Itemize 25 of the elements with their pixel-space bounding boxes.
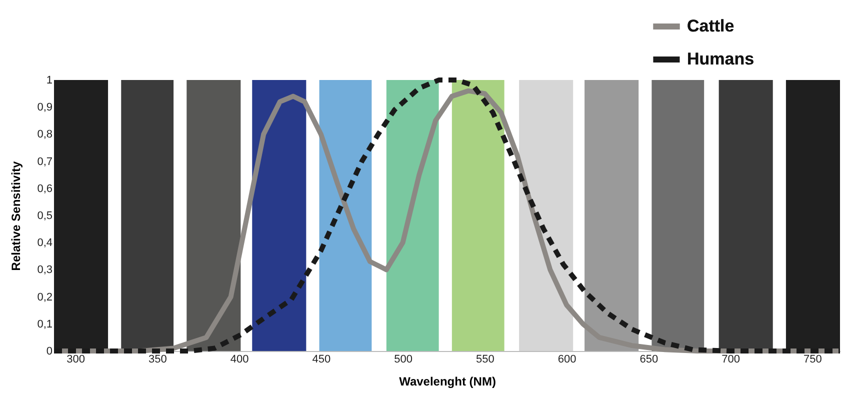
- legend-label: Humans: [687, 50, 754, 68]
- x-tick-label: 750: [803, 354, 822, 366]
- x-tick-label: 600: [558, 354, 576, 366]
- x-tick-label: 550: [476, 354, 494, 366]
- y-tick-label: 1: [46, 74, 52, 86]
- y-tick-label: 0,2: [37, 291, 52, 304]
- y-axis-title: Relative Sensitivity: [9, 160, 24, 271]
- y-tick-label: 0,5: [37, 210, 52, 222]
- y-tick-label: 0,3: [37, 264, 52, 276]
- x-tick-label: 700: [722, 354, 740, 366]
- y-tick-label: 0,1: [37, 318, 52, 330]
- x-tick-label: 650: [640, 354, 658, 366]
- x-axis-title: Wavelenght (NM): [399, 374, 496, 388]
- x-tick-label: 300: [66, 354, 85, 366]
- x-tick-label: 450: [312, 354, 331, 366]
- x-tick-label: 350: [148, 354, 167, 366]
- x-tick-label: 400: [230, 354, 249, 366]
- y-tick-label: 0,4: [37, 237, 52, 250]
- legend-label: Cattle: [687, 16, 734, 36]
- y-tick-label: 0,6: [37, 182, 52, 195]
- x-tick-label: 500: [394, 354, 412, 366]
- y-tick-label: 0,7: [37, 156, 52, 168]
- y-tick-label: 0: [46, 346, 52, 358]
- y-tick-label: 0,8: [37, 128, 52, 141]
- y-tick-label: 0,9: [37, 102, 52, 114]
